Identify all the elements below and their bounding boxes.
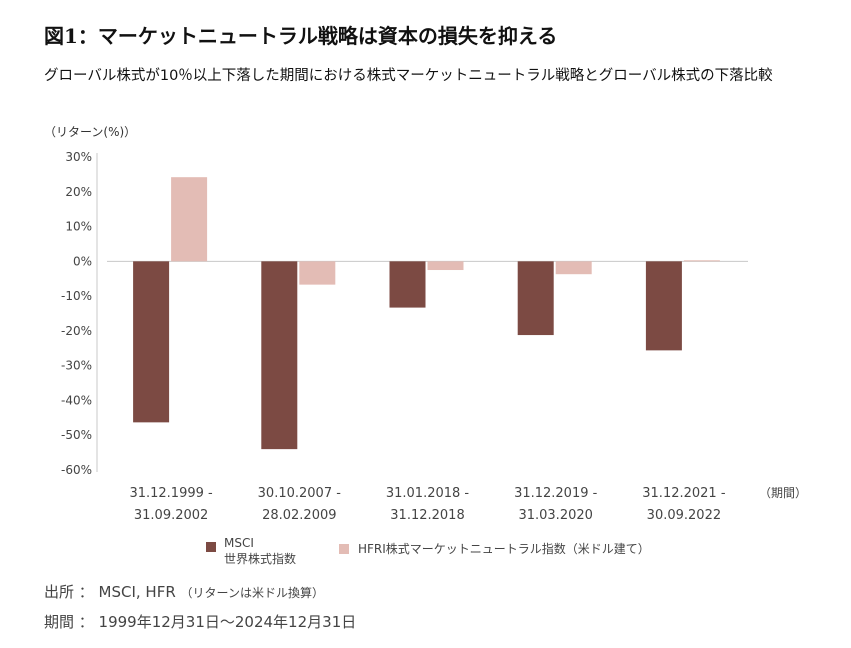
x-tick-label: 30.10.2007 - (258, 486, 342, 501)
legend-label-msci-line1: MSCI (224, 536, 254, 550)
y-tick-label: 10% (65, 220, 92, 234)
source-text: 出所 ： MSCI, HFR (44, 583, 176, 601)
bar-hfri (427, 261, 464, 271)
y-tick-label: -40% (61, 393, 92, 407)
period-line: 期間 ： 1999年12月31日～2024年12月31日 (44, 613, 357, 631)
bar-msci (389, 261, 426, 308)
legend-swatch-msci (206, 542, 216, 552)
legend-item-msci: MSCI 世界株式指数 (224, 536, 296, 567)
x-tick-label: 31.03.2020 (518, 508, 592, 523)
bar-msci (133, 261, 170, 423)
bar-hfri (171, 177, 208, 262)
y-tick-label: -10% (61, 289, 92, 303)
legend-swatch-hfri (339, 544, 349, 554)
x-tick-label: 28.02.2009 (262, 508, 336, 523)
x-tick-label: 30.09.2022 (647, 508, 721, 523)
x-tick-label: 31.12.2018 (390, 508, 464, 523)
y-tick-label: -20% (61, 324, 92, 338)
y-tick-label: -30% (61, 359, 92, 373)
legend-label-msci-line2: 世界株式指数 (224, 552, 297, 566)
y-tick-label: 30% (65, 150, 92, 164)
bar-msci (517, 261, 554, 336)
bar-msci (261, 261, 298, 450)
bar-hfri (299, 261, 336, 285)
x-tick-label: 31.12.2019 - (514, 486, 598, 501)
y-tick-label: -50% (61, 428, 92, 442)
source-line: 出所 ： MSCI, HFR （リターンは米ドル換算） (44, 581, 324, 602)
y-tick-label: -60% (61, 463, 92, 477)
chart-title: 図1：マーケットニュートラル戦略は資本の損失を抑える (44, 24, 558, 48)
y-tick-label: 20% (65, 185, 92, 199)
chart-subtitle: グローバル株式が10％以上下落した期間における株式マーケットニュートラル戦略とグ… (44, 68, 773, 84)
legend-item-hfri: HFRI株式マーケットニュートラル指数（米ドル建て） (358, 540, 650, 557)
x-axis-label: （期間） (759, 486, 807, 500)
bar-msci (645, 261, 682, 351)
bar-chart: 30% 20% 10% 0% -10% -20% -30% -40% -50% -60% 31.1… (61, 150, 807, 523)
x-tick-label: 31.09.2002 (134, 508, 208, 523)
y-axis-label: （リターン(%)） (44, 125, 137, 139)
x-tick-label: 31.01.2018 - (386, 486, 470, 501)
bar-hfri (683, 260, 720, 262)
source-note: （リターンは米ドル換算） (180, 586, 324, 600)
legend-label-hfri: HFRI株式マーケットニュートラル指数（米ドル建て） (358, 542, 650, 556)
x-tick-label: 31.12.2021 - (642, 486, 726, 501)
bar-hfri (555, 261, 592, 275)
x-tick-label: 31.12.1999 - (129, 486, 213, 501)
y-tick-label: 0% (73, 254, 92, 268)
